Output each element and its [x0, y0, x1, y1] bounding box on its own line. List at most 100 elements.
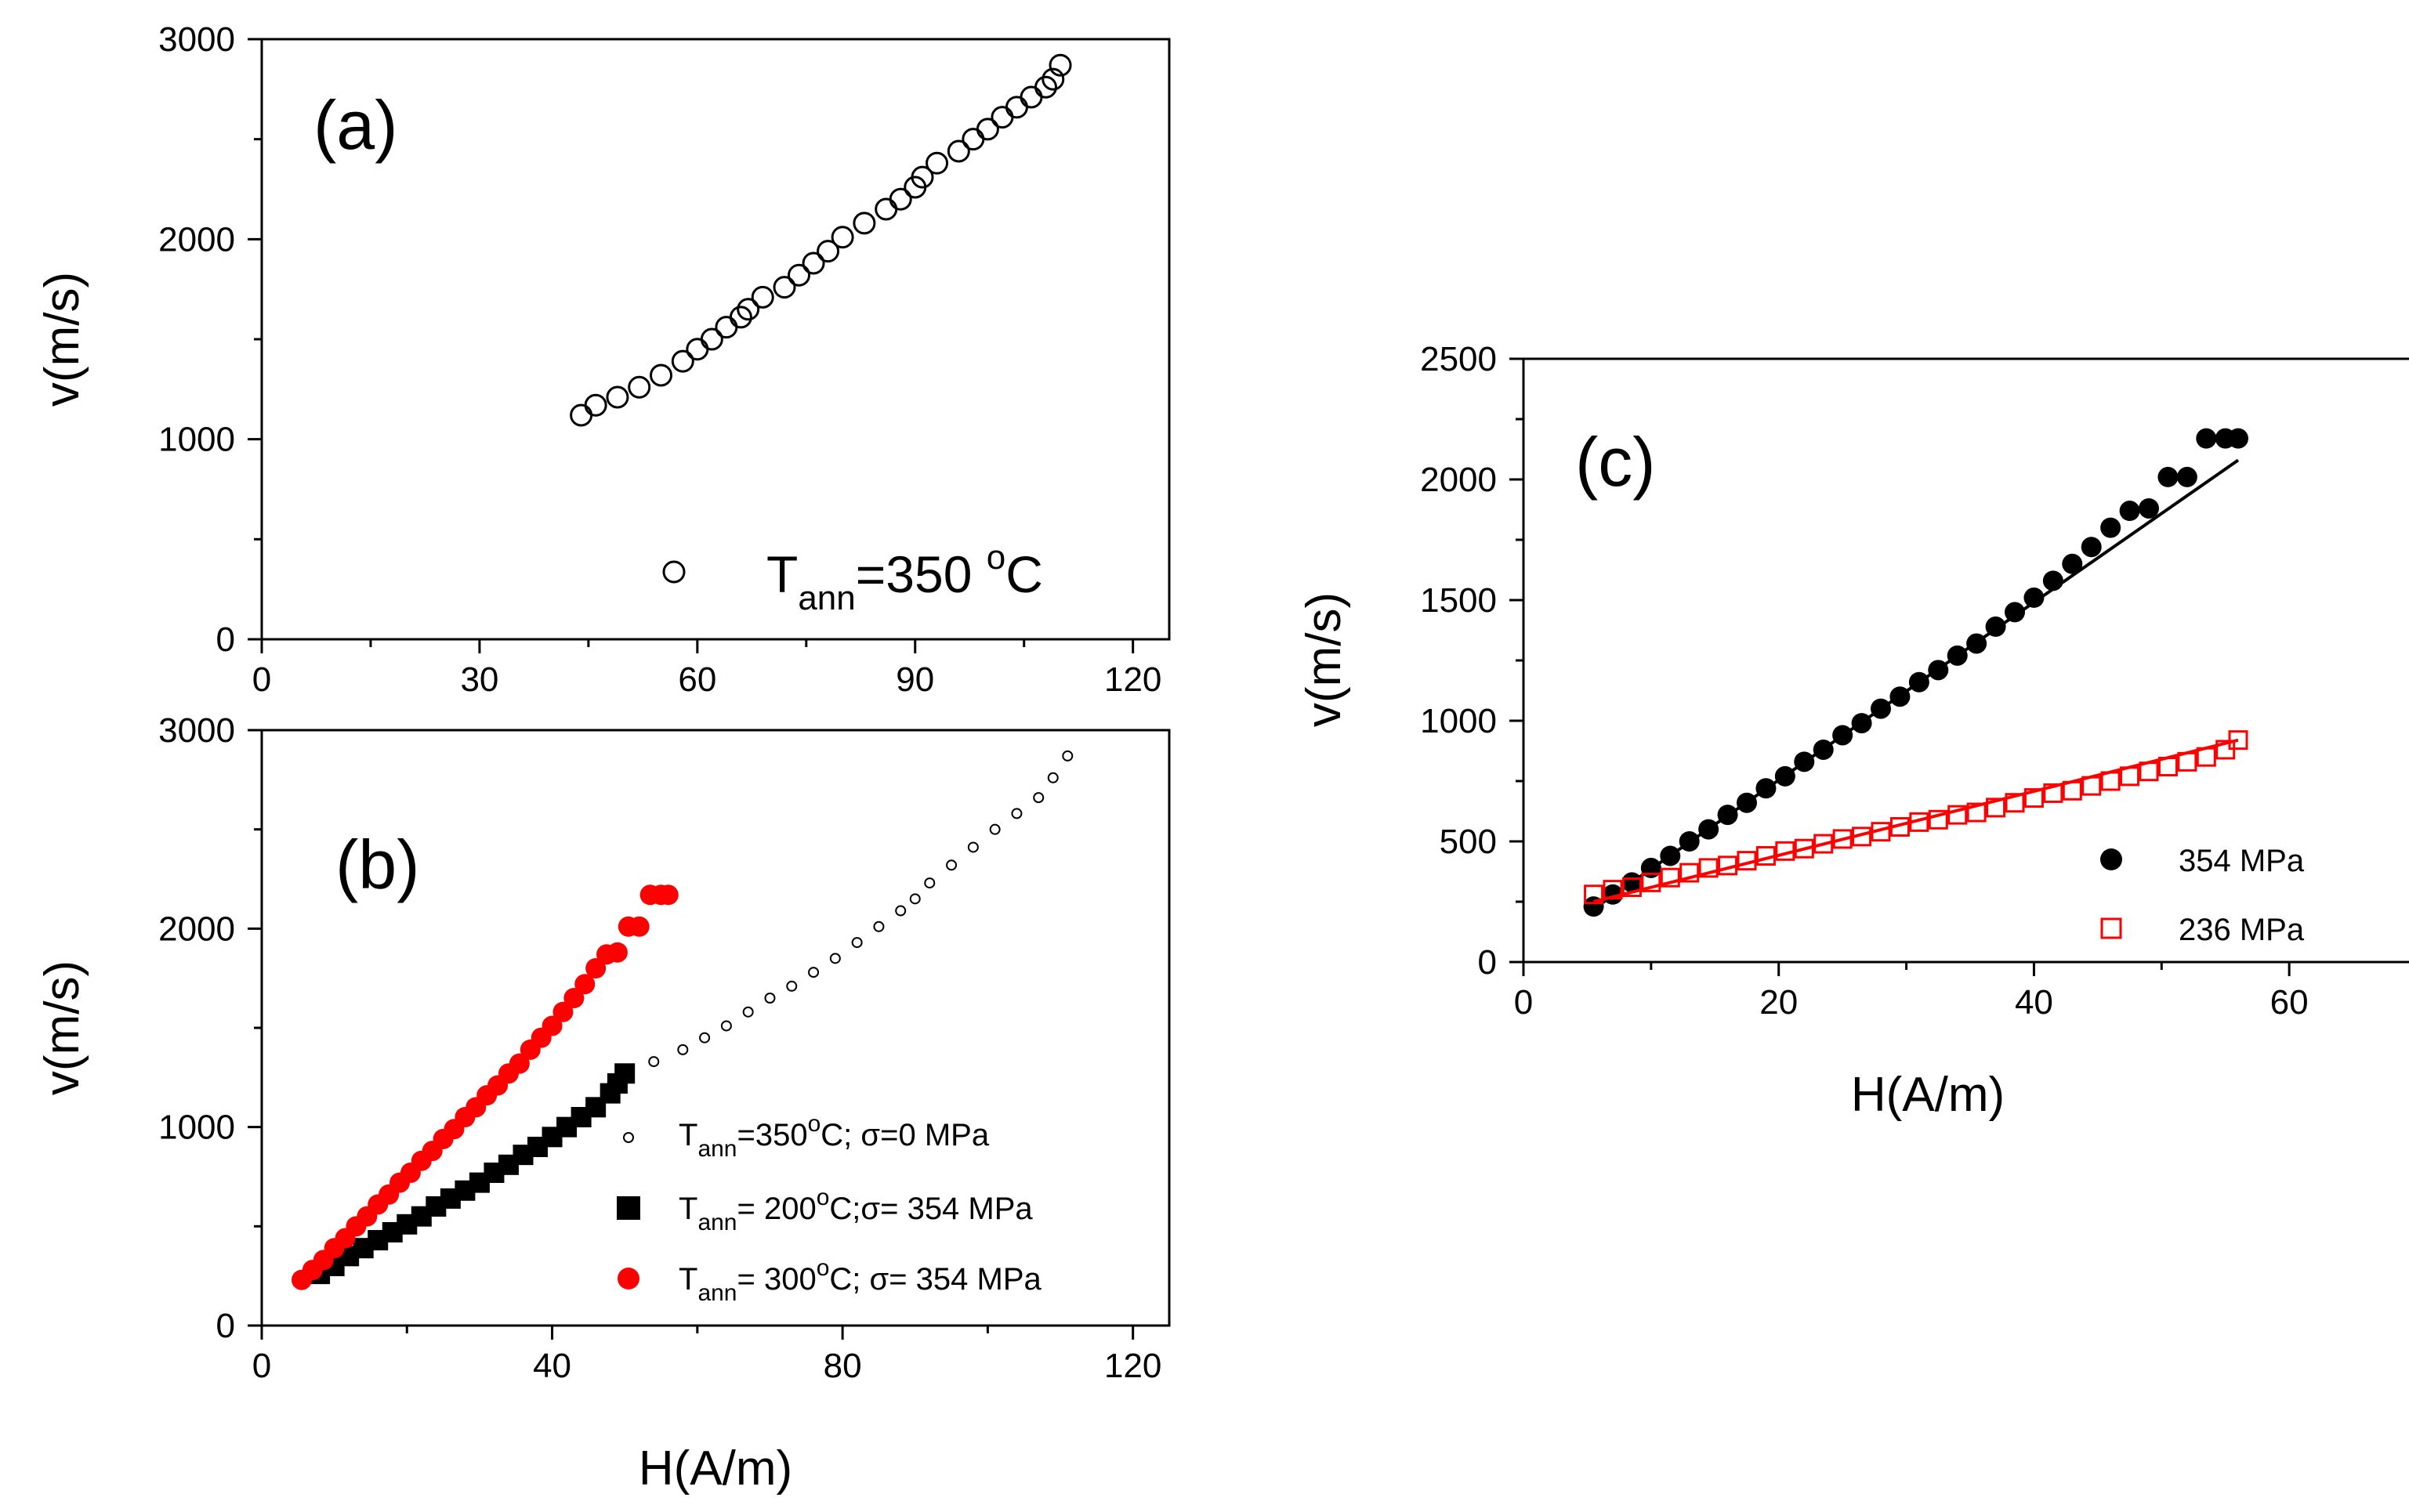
data-point — [574, 974, 596, 995]
data-point — [1584, 884, 1604, 905]
data-point — [751, 285, 774, 309]
y-tick-label: 1000 — [158, 1109, 235, 1147]
data-point — [895, 905, 907, 917]
data-point — [1621, 877, 1642, 898]
data-point — [2081, 776, 2102, 796]
data-point — [2176, 466, 2197, 487]
series-a-0 — [570, 53, 1072, 427]
data-point — [1011, 808, 1023, 819]
ticks-c: 0 20 40 60 0 500 1000 1500 2000 2500 — [1420, 340, 2309, 1022]
y-axis-title-c: v(m/s) — [1297, 592, 1351, 727]
legend-a: Tann=350 oC — [662, 538, 1043, 617]
data-point — [629, 916, 650, 937]
y-tick-label: 2000 — [158, 220, 235, 259]
series-c-0 — [1583, 428, 2248, 917]
legend-label-b-0: Tann=350oC; σ=0 MPa — [679, 1111, 990, 1162]
marks-c — [1583, 428, 2248, 917]
data-point — [2120, 766, 2140, 787]
data-point — [1660, 867, 1680, 888]
series-b-0 — [619, 750, 1074, 1077]
data-point — [1986, 798, 2006, 818]
panel-label-b: (b) — [335, 826, 420, 903]
data-point — [788, 263, 811, 287]
y-tick-label: 0 — [1478, 943, 1497, 982]
data-point — [700, 327, 723, 351]
data-point — [773, 276, 796, 299]
data-point — [2023, 587, 2045, 608]
x-tick-label: 40 — [533, 1347, 571, 1385]
data-point — [1889, 817, 1910, 837]
data-point — [563, 988, 585, 1008]
data-point — [2043, 783, 2063, 803]
data-point — [817, 240, 840, 263]
x-tick-label: 120 — [1104, 660, 1161, 699]
y-tick-label: 3000 — [158, 711, 235, 750]
data-point — [1947, 805, 1968, 825]
panel-label-c: (c) — [1575, 423, 1656, 501]
data-point — [585, 958, 607, 978]
y-tick-label: 1000 — [158, 421, 235, 459]
data-point — [1049, 53, 1072, 77]
data-point — [926, 151, 949, 175]
marks-b — [291, 750, 1074, 1290]
data-point — [1062, 750, 1074, 761]
data-point — [1871, 822, 1891, 842]
data-point — [829, 953, 841, 964]
data-point — [808, 967, 820, 978]
data-point — [606, 385, 629, 409]
y-tick-label: 3000 — [158, 20, 235, 59]
y-tick-label: 500 — [1440, 823, 1497, 861]
data-point — [657, 884, 679, 906]
data-point — [699, 1032, 711, 1044]
series-b-1 — [310, 1063, 636, 1285]
data-point — [1755, 845, 1776, 866]
data-point — [1947, 645, 1968, 666]
data-point — [1718, 855, 1738, 876]
data-point — [947, 139, 970, 163]
x-axis-title-c: H(A/m) — [1851, 1068, 2005, 1122]
x-tick-label: 40 — [2015, 983, 2053, 1022]
legend-label-b-2: Tann= 300oC; σ= 354 MPa — [679, 1255, 1042, 1306]
legend-marker-a — [662, 560, 686, 584]
data-point — [2023, 788, 2044, 808]
data-point — [671, 349, 694, 373]
data-point — [1698, 858, 1719, 878]
data-point — [2177, 751, 2197, 772]
data-point — [873, 921, 885, 932]
x-tick-label: 60 — [678, 660, 716, 699]
data-point — [1034, 75, 1058, 99]
legend-marker-c-0 — [2100, 848, 2122, 870]
data-point — [802, 251, 825, 275]
data-point — [1909, 812, 1929, 832]
data-point — [737, 298, 760, 321]
data-point — [628, 375, 651, 399]
data-point — [542, 1015, 563, 1036]
data-point — [1775, 841, 1795, 861]
data-point — [1908, 671, 1929, 693]
x-tick-label: 120 — [1104, 1347, 1161, 1385]
data-point — [924, 877, 936, 889]
data-point — [2005, 602, 2025, 623]
data-point — [2042, 570, 2063, 591]
data-point — [584, 393, 607, 417]
data-point — [729, 306, 752, 329]
legend-label-c-0: 354 MPa — [2179, 844, 2305, 878]
data-point — [2005, 793, 2025, 813]
x-tick-label: 60 — [2270, 983, 2309, 1022]
x-tick-label: 80 — [824, 1347, 862, 1385]
data-point — [1774, 765, 1795, 787]
data-point — [1717, 805, 1738, 826]
data-point — [853, 212, 876, 235]
data-point — [1698, 819, 1719, 840]
data-point — [911, 165, 934, 189]
legend-marker-b-0 — [623, 1132, 634, 1143]
data-point — [2119, 501, 2140, 522]
x-tick-label: 0 — [252, 1347, 271, 1385]
legend-label-a: Tann=350 oC — [766, 538, 1043, 617]
data-point — [1679, 863, 1700, 883]
legend-c: 354 MPa 236 MPa — [2100, 844, 2305, 947]
data-point — [1660, 845, 1681, 866]
data-point — [1640, 857, 1661, 878]
x-tick-label: 20 — [1759, 983, 1798, 1022]
